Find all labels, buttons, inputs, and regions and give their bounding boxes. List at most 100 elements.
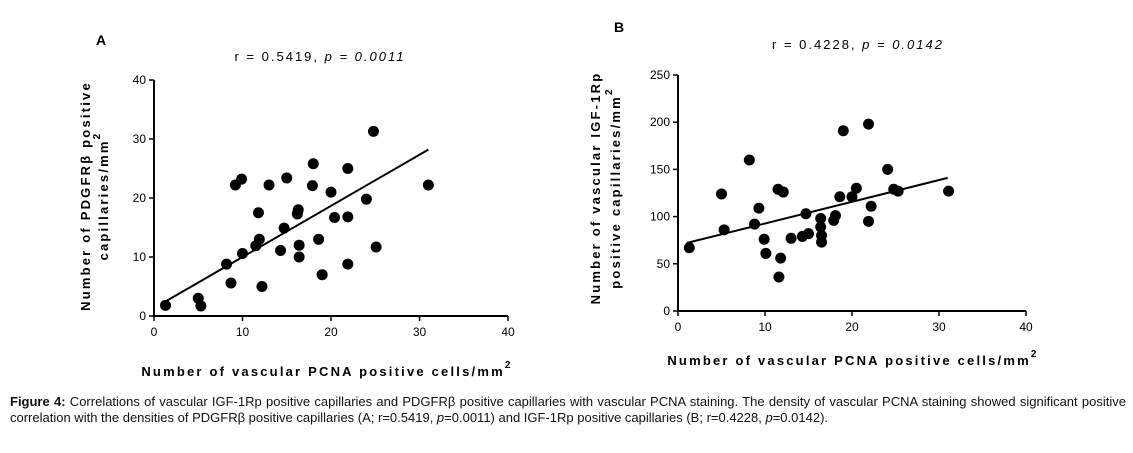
y-axis-title-line2-a: capillaries/mm2: [92, 132, 111, 261]
y-tick-label-b: 250: [650, 68, 670, 82]
data-point-b: [834, 191, 846, 203]
x-axis-title-a: Number of vascular PCNA positive cells/m…: [141, 360, 512, 379]
data-point-a: [316, 269, 328, 281]
data-point-a: [306, 180, 318, 192]
x-axis-title-text-a: Number of vascular PCNA positive cells/m…: [141, 364, 505, 379]
x-tick-label-a: 40: [501, 325, 515, 339]
x-tick-label-a: 20: [324, 325, 338, 339]
data-point-b: [749, 218, 761, 230]
y-axis-title-line1-a: Number of PDGFRβ positive: [78, 81, 93, 311]
y-tick-label-a: 0: [139, 309, 146, 323]
data-point-b: [892, 185, 904, 197]
data-point-b: [760, 247, 772, 259]
data-point-b: [753, 202, 765, 214]
caption-p-2: p: [765, 410, 773, 425]
panel-letter-b: B: [614, 19, 624, 35]
y-tick-label-a: 20: [133, 191, 147, 205]
y-tick-label-a: 10: [133, 250, 147, 264]
data-point-a: [263, 179, 275, 191]
chart-a-svg: Ar = 0.5419, p = 0.0011 0 10 20 30 40 0 10 20 30 4…: [78, 32, 515, 379]
data-point-b: [846, 191, 858, 203]
figure-caption: Figure 4: Correlations of vascular IGF-1…: [10, 394, 1126, 426]
data-point-a: [367, 125, 379, 137]
data-point-b: [718, 224, 730, 236]
data-point-a: [236, 173, 248, 185]
x-axis-title-sup-b: 2: [1031, 349, 1039, 360]
data-point-b: [815, 221, 827, 233]
y-axis-title-line2-b: positive capillaries/mm2: [604, 87, 623, 288]
data-point-b: [758, 233, 770, 245]
data-point-b: [803, 228, 814, 240]
regression-line-b: [686, 176, 948, 245]
y-tick-label-b: 200: [650, 115, 670, 129]
data-point-b: [785, 232, 797, 244]
data-point-a: [281, 172, 293, 184]
data-point-a: [237, 247, 248, 259]
stat-r-a: r = 0.5419,: [235, 49, 325, 64]
stat-label-b: r = 0.4228, p = 0.0142: [772, 37, 944, 52]
data-point-b: [863, 215, 875, 227]
data-point-a: [225, 277, 237, 289]
y-tick-label-b: 50: [657, 257, 671, 271]
data-point-b: [837, 125, 849, 137]
x-tick-label-b: 40: [1019, 320, 1033, 334]
y-tick-label-b: 100: [650, 210, 670, 224]
x-axis-title-b: Number of vascular PCNA positive cells/m…: [667, 349, 1038, 368]
data-point-b: [775, 252, 787, 264]
chart-b-svg: Br = 0.4228, p = 0.0142 0 10 20 30 40 0 50 100 15…: [588, 19, 1038, 368]
y-axis-title-sup-b: 2: [604, 87, 615, 95]
caption-label: Figure 4:: [10, 394, 66, 409]
y-axis-title-group-a: Number of PDGFRβ positive: [78, 81, 93, 311]
stat-r-b: r = 0.4228,: [772, 37, 862, 52]
y-axis-title-group2-a: capillaries/mm2: [92, 132, 111, 261]
data-point-b: [882, 163, 894, 175]
data-point-b: [800, 208, 812, 220]
data-point-a: [342, 163, 354, 174]
data-point-b: [773, 271, 785, 283]
y-axis-title-line2-text-a: capillaries/mm: [96, 139, 111, 260]
data-point-b: [865, 200, 877, 212]
data-point-b: [863, 118, 875, 130]
data-point-a: [278, 222, 290, 234]
data-point-a: [342, 211, 354, 223]
data-point-b: [815, 212, 827, 224]
data-point-b: [850, 182, 862, 194]
stat-label-a: r = 0.5419, p = 0.0011: [235, 49, 406, 64]
stat-p-b: p = 0.0142: [861, 37, 944, 52]
data-point-a: [313, 233, 325, 245]
caption-text-1: Correlations of vascular IGF-1Rp positiv…: [10, 394, 1126, 425]
y-tick-label-a: 30: [133, 132, 147, 146]
data-point-a: [370, 241, 382, 253]
caption-p-1: p: [436, 410, 445, 425]
data-point-b: [716, 188, 727, 200]
data-point-a: [160, 299, 172, 311]
data-point-a: [342, 258, 354, 270]
data-point-a: [252, 207, 264, 219]
data-point-b: [816, 236, 828, 248]
x-tick-label-a: 30: [413, 325, 427, 339]
data-point-a: [329, 211, 341, 223]
caption-text-3: =0.0142).: [772, 410, 829, 425]
data-point-a: [256, 281, 268, 292]
data-point-b: [683, 242, 695, 254]
stat-p-a: p = 0.0011: [324, 49, 406, 64]
data-point-b: [777, 186, 789, 198]
x-tick-label-b: 20: [845, 320, 859, 334]
y-tick-label-b: 150: [650, 162, 670, 176]
x-tick-label-b: 0: [675, 320, 682, 334]
data-point-a: [325, 186, 337, 198]
y-tick-label-a: 40: [133, 73, 147, 87]
x-axis-title-text-b: Number of vascular PCNA positive cells/m…: [667, 353, 1031, 368]
panel-letter-a: A: [96, 32, 106, 48]
y-axis-title-line1-b: Number of vascular IGF-1Rp: [588, 72, 603, 305]
data-point-b: [943, 185, 955, 197]
regression-line-a: [162, 148, 429, 304]
data-point-a: [292, 204, 304, 216]
data-point-b: [829, 210, 841, 222]
data-point-a: [422, 179, 434, 191]
x-tick-label-b: 30: [932, 320, 946, 334]
x-tick-label-b: 10: [758, 320, 772, 334]
data-point-a: [253, 233, 265, 245]
y-axis-title-sup-a: 2: [92, 132, 103, 140]
